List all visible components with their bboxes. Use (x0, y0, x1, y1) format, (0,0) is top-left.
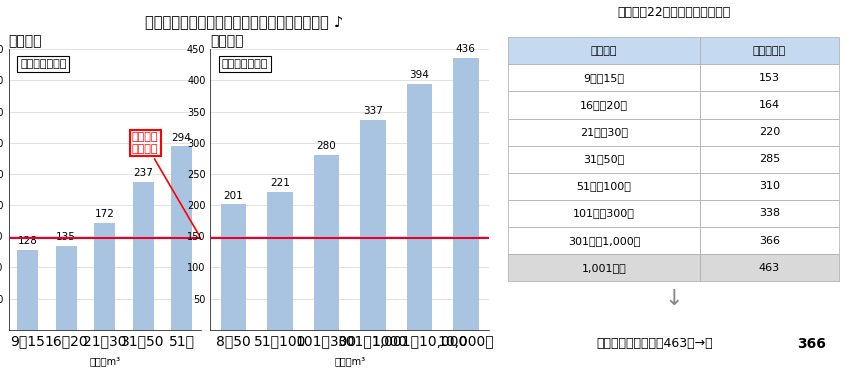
Text: 単位：円: 単位：円 (210, 34, 244, 48)
Text: 給水原價
１４７円: 給水原價 １４７円 (132, 132, 199, 236)
FancyBboxPatch shape (700, 146, 839, 173)
FancyBboxPatch shape (700, 200, 839, 227)
Bar (407, 84, 432, 330)
Text: 「県営水道の現行料金体系における従量料金」 ♪: 「県営水道の現行料金体系における従量料金」 ♪ (145, 15, 344, 30)
Text: 家事用従量料金: 家事用従量料金 (20, 59, 66, 69)
FancyBboxPatch shape (700, 119, 839, 146)
Text: 1,001㎥～: 1,001㎥～ (582, 263, 626, 273)
FancyBboxPatch shape (700, 37, 839, 64)
FancyBboxPatch shape (700, 91, 839, 119)
Text: 単位：円: 単位：円 (9, 34, 42, 48)
Bar (56, 246, 77, 330)
Text: 338: 338 (758, 208, 780, 218)
Text: 業務用従量料金: 業務用従量料金 (221, 59, 268, 69)
Text: 221: 221 (270, 178, 290, 188)
Bar (268, 192, 293, 330)
Text: 31～50㎥: 31～50㎥ (583, 154, 625, 164)
Text: 128: 128 (18, 236, 38, 246)
Text: ↓: ↓ (664, 289, 683, 309)
Text: 101㎥～300㎥: 101㎥～300㎥ (573, 208, 635, 218)
Text: 201: 201 (224, 191, 244, 201)
Text: 337: 337 (363, 106, 383, 116)
Bar (453, 58, 479, 330)
FancyBboxPatch shape (508, 146, 700, 173)
Text: 237: 237 (133, 168, 153, 178)
Text: 164: 164 (758, 100, 780, 110)
Text: 220: 220 (758, 127, 780, 137)
Text: 改定案（22％）の従量料金単価: 改定案（22％）の従量料金単価 (617, 6, 730, 19)
FancyBboxPatch shape (508, 254, 700, 281)
Text: 単位：m³: 単位：m³ (334, 356, 366, 366)
Text: 366: 366 (759, 236, 780, 246)
Bar (132, 182, 154, 330)
Bar (360, 120, 386, 330)
Text: 153: 153 (759, 73, 780, 83)
FancyBboxPatch shape (508, 200, 700, 227)
Text: 単位：m³: 単位：m³ (89, 356, 120, 366)
Text: 使用水量: 使用水量 (591, 46, 618, 56)
FancyBboxPatch shape (508, 227, 700, 254)
FancyBboxPatch shape (508, 119, 700, 146)
FancyBboxPatch shape (700, 227, 839, 254)
FancyBboxPatch shape (508, 64, 700, 91)
Text: 51㎥～100㎥: 51㎥～100㎥ (577, 181, 631, 191)
Bar (171, 147, 192, 330)
Text: 135: 135 (57, 232, 76, 242)
Text: 436: 436 (456, 44, 476, 54)
Bar (314, 155, 339, 330)
Text: 285: 285 (758, 154, 780, 164)
FancyBboxPatch shape (508, 37, 700, 64)
Text: 16㎥～20㎥: 16㎥～20㎥ (580, 100, 628, 110)
Text: 172: 172 (94, 209, 115, 219)
Text: 394: 394 (409, 70, 429, 80)
Text: 家事用のみ当面は　463　→: 家事用のみ当面は 463 → (596, 337, 713, 350)
FancyBboxPatch shape (700, 64, 839, 91)
FancyBboxPatch shape (508, 91, 700, 119)
Text: 301㎥～1,000㎥: 301㎥～1,000㎥ (568, 236, 640, 246)
FancyBboxPatch shape (508, 173, 700, 200)
FancyBboxPatch shape (700, 254, 839, 281)
Bar (17, 250, 39, 330)
Text: 金額（円）: 金額（円） (752, 46, 786, 56)
Text: 463: 463 (758, 263, 780, 273)
Bar (221, 204, 246, 330)
Text: 294: 294 (172, 133, 191, 143)
Text: 280: 280 (317, 141, 336, 152)
Text: 366: 366 (796, 337, 825, 351)
FancyBboxPatch shape (700, 173, 839, 200)
Bar (94, 222, 115, 330)
Text: 310: 310 (759, 181, 780, 191)
Text: 9㎥～15㎥: 9㎥～15㎥ (583, 73, 625, 83)
Text: 21㎥～30㎥: 21㎥～30㎥ (580, 127, 628, 137)
